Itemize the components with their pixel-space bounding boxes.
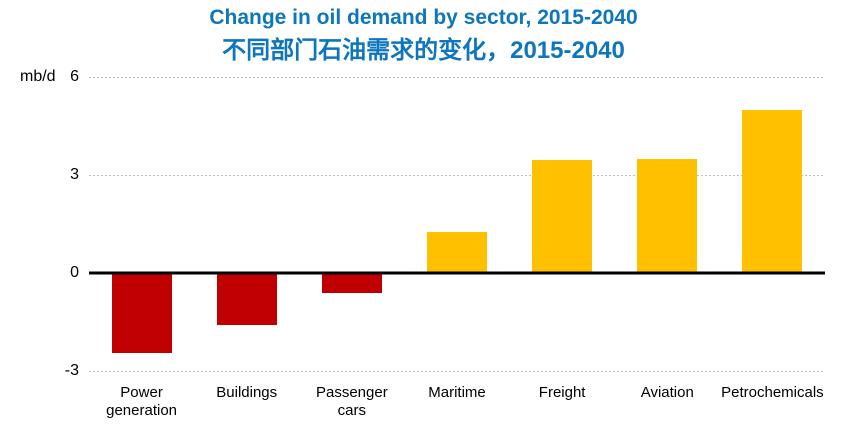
y-tick-label-6: 6 (70, 68, 79, 85)
category-label: Passenger cars (315, 384, 388, 420)
x-axis-slot: Petrochemicals (720, 384, 825, 428)
y-tick-label-3: 3 (70, 166, 79, 183)
x-axis-slot: Power generation (89, 384, 194, 428)
category-label: Power generation (106, 384, 178, 420)
chart-subtitle-chinese: 不同部门石油需求的变化，2015-2040 (222, 37, 625, 64)
x-axis-slot: Aviation (615, 384, 720, 428)
plot-area (89, 77, 825, 372)
y-tick-label-0: 0 (70, 264, 79, 281)
x-axis-slot: Passenger cars (299, 384, 404, 428)
bar-power-generation (111, 273, 172, 354)
gridline-6 (89, 77, 825, 78)
category-label: Buildings (216, 384, 278, 401)
gridline--3 (89, 371, 825, 372)
x-axis-category-labels: Power generation Buildings Passenger cars M… (89, 384, 825, 428)
y-tick-label--3: -3 (64, 362, 79, 379)
y-axis-unit-label: mb/d (20, 68, 56, 85)
category-label: Petrochemicals (721, 384, 824, 401)
y-axis-tick-labels: 6 3 0 -3 (0, 68, 79, 379)
chart-title: Change in oil demand by sector, 2015-204… (209, 6, 638, 29)
zero-baseline (89, 271, 825, 275)
x-axis-slot: Buildings (194, 384, 299, 428)
gridline-3 (89, 175, 825, 176)
bar-freight (532, 160, 593, 273)
bar-passenger-cars (321, 273, 382, 293)
bar-aviation (637, 158, 698, 273)
bar-buildings (216, 273, 277, 326)
category-label: Aviation (640, 384, 694, 401)
x-axis-slot: Maritime (404, 384, 509, 428)
category-label: Freight (538, 384, 586, 401)
category-label: Maritime (428, 384, 486, 401)
x-axis-slot: Freight (510, 384, 615, 428)
bar-petrochemicals (742, 109, 803, 273)
bar-maritime (427, 232, 487, 273)
